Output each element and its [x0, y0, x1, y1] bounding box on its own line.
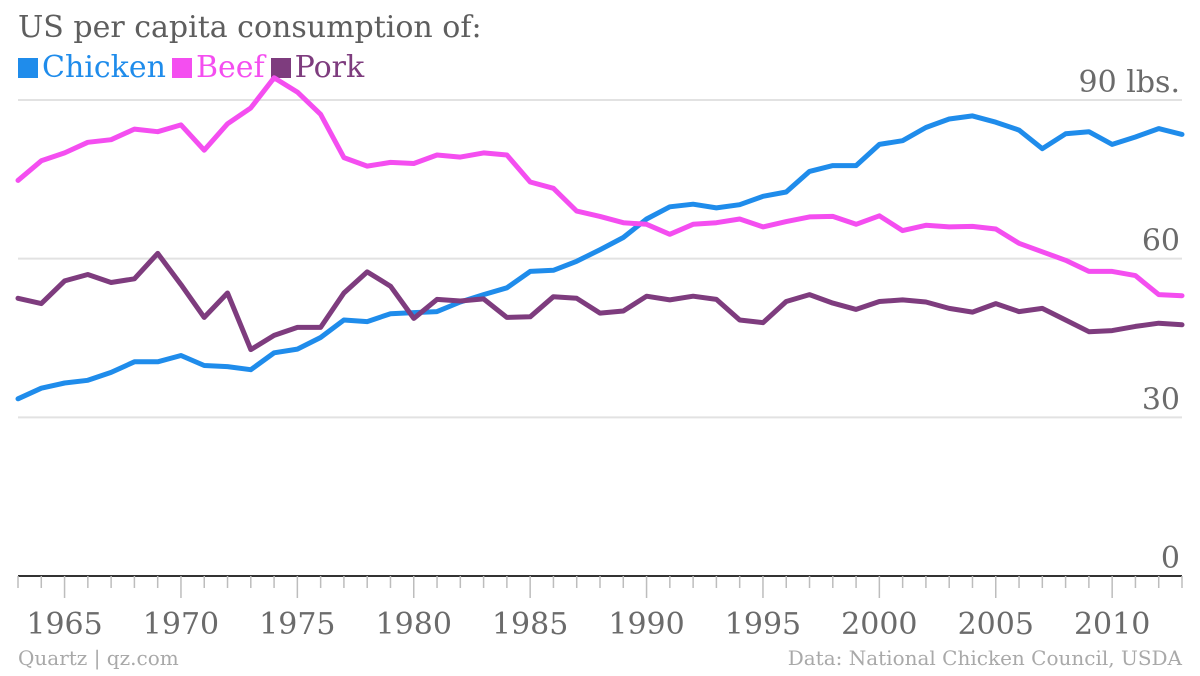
y-tick-label-0: 0: [1161, 541, 1180, 576]
series-line-beef: [15, 75, 1185, 299]
series-line-chicken: [15, 113, 1185, 402]
legend: Chicken Beef Pork: [18, 50, 364, 85]
legend-swatch-pork: [270, 57, 291, 78]
series-line-pork: [15, 250, 1185, 353]
x-tick-label-1970: 1970: [143, 607, 219, 642]
x-tick-label-1995: 1995: [725, 607, 801, 642]
legend-item-pork: Pork: [270, 50, 365, 85]
y-tick-label-60: 60: [1142, 224, 1180, 259]
x-tick-label-1975: 1975: [259, 607, 335, 642]
chart-title: US per capita consumption of:: [18, 10, 482, 45]
legend-swatch-chicken: [18, 57, 38, 78]
legend-label-chicken: Chicken: [42, 50, 166, 85]
legend-item-chicken: Chicken: [18, 50, 166, 85]
x-tick-label-1965: 1965: [26, 607, 102, 642]
legend-swatch-beef: [171, 57, 192, 78]
x-tick-label-1990: 1990: [608, 607, 684, 642]
y-tick-label-90: 90 lbs.: [1079, 65, 1180, 100]
x-tick-label-1980: 1980: [376, 607, 452, 642]
legend-label-beef: Beef: [195, 50, 265, 85]
footer-credit: Quartz | qz.com: [18, 646, 179, 670]
footer-source: Data: National Chicken Council, USDA: [787, 646, 1182, 670]
x-tick-label-2010: 2010: [1074, 607, 1150, 642]
y-tick-label-30: 30: [1142, 382, 1180, 417]
x-tick-label-1985: 1985: [492, 607, 568, 642]
legend-item-beef: Beef: [171, 50, 265, 85]
x-tick-label-2005: 2005: [958, 607, 1034, 642]
x-tick-label-2000: 2000: [841, 607, 917, 642]
legend-label-pork: Pork: [294, 50, 365, 85]
